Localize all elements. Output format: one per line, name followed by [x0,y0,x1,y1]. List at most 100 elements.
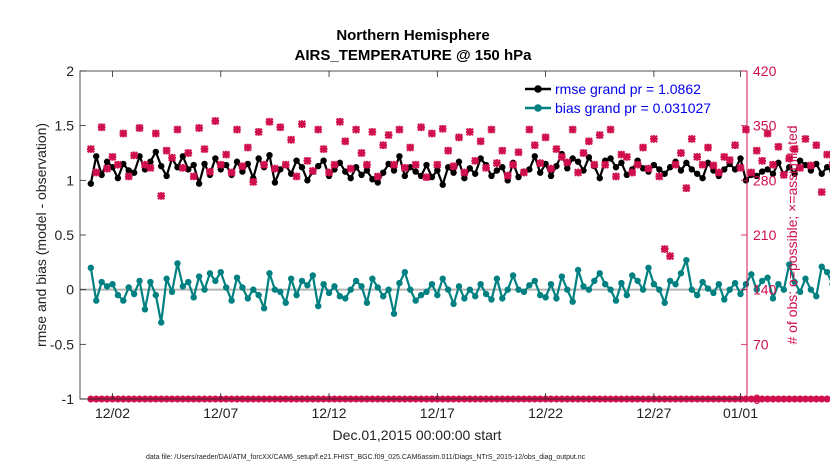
rmse-point [363,167,371,174]
bias-point [434,291,441,299]
rmse-point [125,167,132,174]
obs-assimilated-point [325,168,334,177]
bias-point [385,286,392,293]
bias-point [450,300,457,308]
obs-assimilated-point [395,125,404,134]
bias-point [412,297,419,304]
bias-point [195,273,203,280]
obs-assimilated-point [168,153,177,162]
legend-rmse-marker [534,85,542,93]
bias-point [807,286,815,293]
bias-point [120,297,127,304]
obs-assimilated-point [341,137,350,146]
rmse-point [656,166,663,173]
obs-assimilated-point [362,160,371,169]
obs-possible-point [769,395,777,403]
rmse-point [769,170,777,177]
rmse-point [807,167,815,174]
obs-possible-point [823,395,830,403]
rmse-point [379,169,387,176]
bias-point [542,294,549,301]
bias-point [796,288,804,296]
rmse-point [758,168,766,175]
legend-bias-label: bias grand pr = 0.031027 [555,100,711,116]
rmse-point [163,172,170,180]
y-axis-label: rmse and bias (model - observation) [33,123,49,347]
plot-background [80,71,747,399]
bias-point [574,266,582,274]
bias-point [282,299,289,306]
bias-point [374,284,381,291]
bias-point [769,295,777,302]
bias-point [466,286,474,293]
rmse-point [158,162,165,170]
y2-tick-label: 140 [753,282,777,298]
rmse-point [802,161,809,169]
rmse-point [818,170,825,177]
y2-tick-label: 70 [753,336,769,352]
y-tick-label: 0.5 [55,227,75,243]
y-tick-label: 0 [66,282,74,298]
rmse-point [547,172,555,180]
bias-point [645,264,652,271]
obs-assimilated-point [260,160,269,169]
bias-point [358,283,365,290]
bias-point [650,281,658,288]
obs-assimilated-point [352,125,361,134]
obs-assimilated-point [384,131,393,140]
rmse-point [488,172,495,180]
rmse-point [693,170,701,177]
obs-assimilated-point [276,123,285,132]
bias-point [748,271,755,278]
obs-assimilated-point [130,151,139,160]
obs-possible-point [764,395,772,403]
obs-assimilated-point [806,161,815,170]
rmse-point [455,158,463,165]
rmse-point [607,155,614,162]
bias-point [277,288,284,296]
rmse-point [472,170,479,177]
bias-point [623,291,631,299]
bias-point [721,296,728,303]
y2-axis-label: # of obs: o=possible; ×=assimilated [784,125,800,344]
obs-assimilated-point [406,143,415,152]
bias-point [607,286,614,293]
bias-point [493,275,501,282]
rmse-point [147,158,154,165]
rmse-point [737,155,744,162]
obs-assimilated-point [785,154,794,163]
obs-assimilated-point [666,252,675,261]
obs-assimilated-point [243,143,252,152]
obs-assimilated-point [595,131,604,140]
bias-point [764,274,771,281]
x-tick-label: 12/22 [528,405,563,421]
bias-point [813,293,820,300]
bias-point [504,286,511,293]
bias-point [618,279,625,287]
rmse-point [683,159,690,167]
bias-point [130,290,138,298]
obs-assimilated-point [433,160,442,169]
bias-point [509,272,517,279]
rmse-point [271,179,279,186]
obs-assimilated-point [774,142,783,151]
bias-point [190,294,197,301]
bias-point [786,261,793,268]
bias-point [737,290,744,298]
y-tick-label: -1 [62,391,75,407]
rmse-point [103,158,111,165]
bias-point [715,281,723,288]
bias-point [222,284,230,291]
bias-point [287,275,295,282]
bias-point [217,268,224,276]
bias-point [775,281,782,288]
rmse-point [796,157,804,164]
legend: rmse grand pr = 1.0862 bias grand pr = 0… [522,78,740,118]
rmse-point [612,164,620,171]
bias-point [379,293,387,300]
bias-point [125,284,132,291]
bias-point [163,275,170,282]
bias-point [114,291,122,299]
obs-assimilated-point [454,133,463,142]
rmse-point [358,171,365,179]
